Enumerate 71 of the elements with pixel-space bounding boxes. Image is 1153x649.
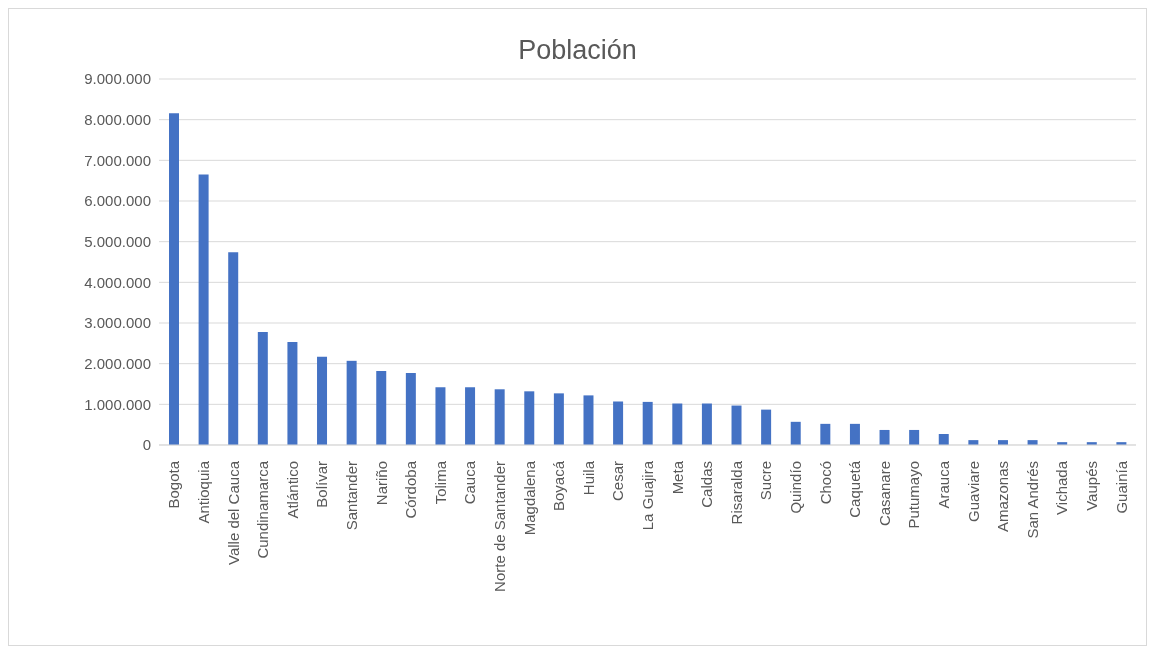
bar bbox=[820, 423, 831, 445]
x-tick-label: Quindío bbox=[787, 461, 805, 514]
x-tick-label: Chocó bbox=[816, 461, 834, 505]
y-tick-label: 4.000.000 bbox=[84, 273, 151, 291]
bar bbox=[376, 370, 387, 445]
y-tick-label: 6.000.000 bbox=[84, 192, 151, 210]
x-tick-label: Huila bbox=[579, 460, 597, 496]
y-tick-label: 2.000.000 bbox=[84, 354, 151, 372]
bar bbox=[642, 401, 653, 445]
bar bbox=[317, 356, 328, 445]
bar bbox=[672, 403, 683, 445]
bar bbox=[553, 393, 564, 445]
bar bbox=[701, 403, 712, 445]
x-tick-label: Bogota bbox=[165, 460, 183, 509]
bar bbox=[257, 331, 268, 445]
bar bbox=[909, 429, 920, 445]
x-tick-label: Risaralda bbox=[727, 460, 745, 525]
x-tick-label: Norte de Santander bbox=[490, 461, 508, 592]
x-tick-label: Antioquia bbox=[194, 460, 212, 524]
bar bbox=[405, 373, 416, 445]
x-tick-label: Caldas bbox=[698, 461, 716, 508]
bar bbox=[879, 429, 890, 445]
y-tick-label: 3.000.000 bbox=[84, 314, 151, 332]
bar bbox=[583, 395, 594, 445]
bar bbox=[524, 391, 535, 445]
y-tick-label: 8.000.000 bbox=[84, 110, 151, 128]
x-tick-label: Bolívar bbox=[313, 461, 331, 508]
x-tick-label: La Guajira bbox=[639, 460, 656, 531]
x-tick-label: Nariño bbox=[372, 461, 390, 506]
bar bbox=[435, 387, 446, 445]
x-tick-label: Vaupés bbox=[1083, 461, 1101, 511]
bar bbox=[613, 401, 624, 445]
bar bbox=[346, 360, 357, 445]
bar bbox=[731, 405, 742, 445]
x-tick-label: Putumayo bbox=[905, 461, 923, 529]
y-tick-label: 0 bbox=[142, 436, 151, 454]
bar bbox=[790, 421, 801, 445]
y-tick-label: 5.000.000 bbox=[84, 232, 151, 250]
bar bbox=[228, 252, 239, 445]
x-tick-label: Boyacá bbox=[550, 460, 568, 512]
x-tick-label: Arauca bbox=[935, 460, 953, 509]
bar bbox=[198, 174, 209, 445]
bar bbox=[761, 409, 772, 445]
x-tick-label: San Andrés bbox=[1023, 461, 1041, 539]
x-tick-label: Cundinamarca bbox=[254, 460, 272, 559]
bar bbox=[849, 423, 860, 445]
bar bbox=[169, 113, 179, 445]
x-tick-label: Guainía bbox=[1112, 460, 1130, 514]
bar bbox=[287, 342, 298, 445]
x-tick-label: Cauca bbox=[461, 460, 479, 505]
x-tick-label: Atlántico bbox=[283, 461, 301, 519]
x-tick-label: Casanare bbox=[875, 461, 893, 527]
bar bbox=[465, 387, 476, 445]
x-tick-label: Sucre bbox=[757, 461, 775, 501]
x-tick-label: Córdoba bbox=[402, 460, 420, 519]
x-tick-label: Santander bbox=[342, 461, 360, 531]
x-tick-label: Cesar bbox=[609, 461, 627, 502]
y-tick-label: 1.000.000 bbox=[84, 395, 151, 413]
x-tick-label: Guaviare bbox=[964, 461, 982, 522]
y-tick-label: 9.000.000 bbox=[84, 70, 151, 88]
x-tick-label: Magdalena bbox=[520, 460, 538, 536]
x-tick-label: Tolima bbox=[431, 460, 449, 505]
x-tick-label: Amazonas bbox=[994, 461, 1012, 532]
chart-title: Población bbox=[517, 35, 638, 66]
x-tick-label: Valle del Cauca bbox=[224, 460, 242, 565]
x-tick-label: Vichada bbox=[1053, 460, 1071, 515]
x-tick-label: Caquetá bbox=[846, 460, 864, 518]
y-tick-label: 7.000.000 bbox=[84, 151, 151, 169]
x-tick-label: Meta bbox=[668, 460, 686, 495]
bar bbox=[938, 434, 949, 445]
bar bbox=[494, 389, 505, 445]
